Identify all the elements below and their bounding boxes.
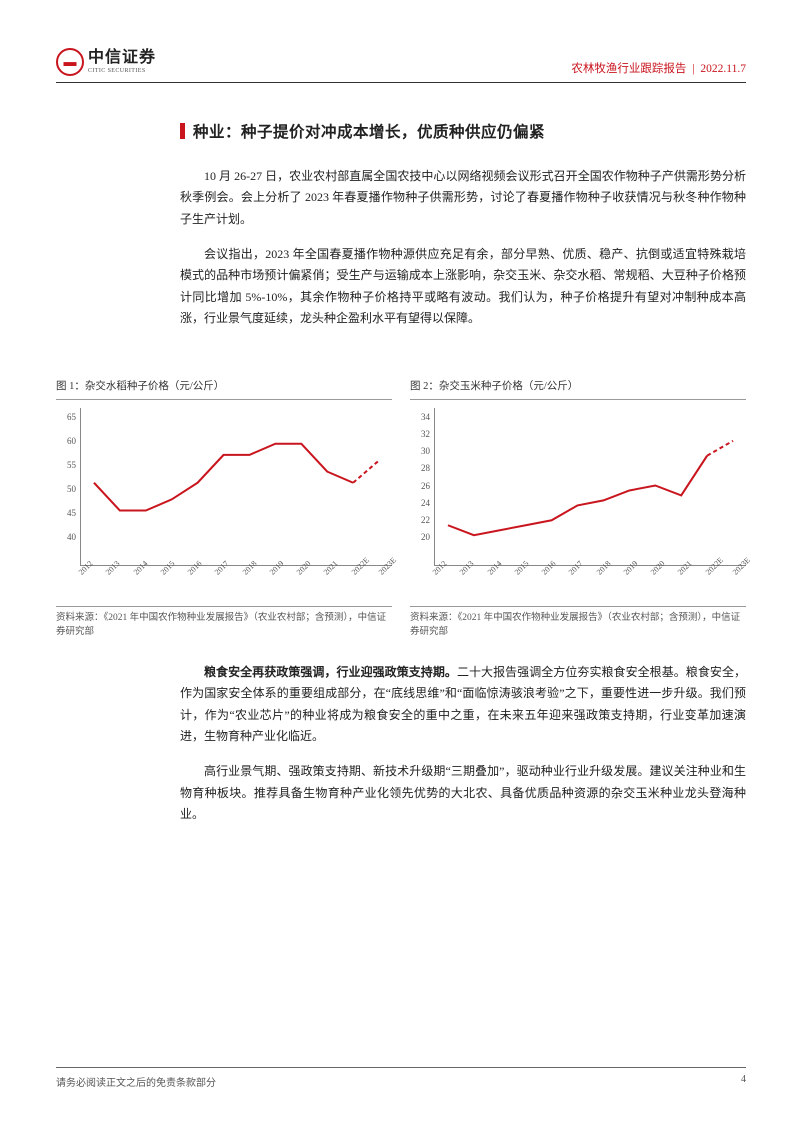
chart-2-plot — [434, 408, 746, 566]
content-upper: 种业：种子提价对冲成本增长，优质种供应仍偏紧 10 月 26-27 日，农业农村… — [180, 120, 746, 344]
header-meta: 农林牧渔行业跟踪报告 | 2022.11.7 — [571, 60, 746, 76]
chart-2-wrap: 3432302826242220 — [410, 408, 746, 566]
chart-1-source: 资料来源：《2021 年中国农作物种业发展报告》（农业农村部；含预测），中信证券… — [56, 606, 392, 640]
chart-1-rule — [56, 399, 392, 400]
company-name-en: CITIC SECURITIES — [88, 68, 156, 74]
chart-2-block: 图 2：杂交玉米种子价格（元/公斤） 3432302826242220 2012… — [410, 378, 746, 640]
paragraph-1: 10 月 26-27 日，农业农村部直属全国农技中心以网络视频会议形式召开全国农… — [180, 166, 746, 230]
chart-1-svg — [81, 408, 392, 565]
chart-2-yaxis: 3432302826242220 — [410, 408, 430, 566]
paragraph-2: 会议指出，2023 年全国春夏播作物种源供应充足有余，部分早熟、优质、稳产、抗倒… — [180, 244, 746, 329]
paragraph-3: 粮食安全再获政策强调，行业迎强政策支持期。二十大报告强调全方位夯实粮食安全根基。… — [180, 662, 746, 747]
page-header: ▬ 中信证券 CITIC SECURITIES 农林牧渔行业跟踪报告 | 202… — [56, 48, 746, 83]
report-date: 2022.11.7 — [700, 63, 746, 75]
company-logo-icon: ▬ — [56, 48, 84, 76]
chart-1-wrap: 656055504540 — [56, 408, 392, 566]
red-bar-icon — [180, 123, 185, 139]
company-name-cn: 中信证券 — [88, 50, 156, 67]
chart-2-rule — [410, 399, 746, 400]
logo-text: 中信证券 CITIC SECURITIES — [88, 50, 156, 74]
section-title-text: 种业：种子提价对冲成本增长，优质种供应仍偏紧 — [193, 120, 545, 142]
content-lower: 粮食安全再获政策强调，行业迎强政策支持期。二十大报告强调全方位夯实粮食安全根基。… — [180, 662, 746, 840]
report-type: 农林牧渔行业跟踪报告 — [571, 63, 686, 75]
charts-row: 图 1：杂交水稻种子价格（元/公斤） 656055504540 20122013… — [56, 378, 746, 640]
chart-1-xaxis: 2012201320142015201620172018201920202021… — [56, 569, 392, 578]
chart-1-plot — [80, 408, 392, 566]
chart-2-source: 资料来源：《2021 年中国农作物种业发展报告》（农业农村部；含预测），中信证券… — [410, 606, 746, 640]
page-footer: 请务必阅读正文之后的免责条款部分 4 — [56, 1067, 746, 1089]
chart-2-svg — [435, 408, 746, 565]
chart-1-yaxis: 656055504540 — [56, 408, 76, 566]
paragraph-3-lead: 粮食安全再获政策强调，行业迎强政策支持期。 — [204, 665, 457, 679]
paragraph-4: 高行业景气期、强政策支持期、新技术升级期“三期叠加”，驱动种业行业升级发展。建议… — [180, 761, 746, 825]
separator-icon: | — [692, 63, 694, 75]
logo-area: ▬ 中信证券 CITIC SECURITIES — [56, 48, 156, 76]
footer-disclaimer: 请务必阅读正文之后的免责条款部分 — [56, 1074, 216, 1089]
section-title: 种业：种子提价对冲成本增长，优质种供应仍偏紧 — [180, 120, 746, 142]
chart-1-block: 图 1：杂交水稻种子价格（元/公斤） 656055504540 20122013… — [56, 378, 392, 640]
footer-page-number: 4 — [741, 1074, 746, 1089]
chart-1-title: 图 1：杂交水稻种子价格（元/公斤） — [56, 378, 392, 393]
chart-2-title: 图 2：杂交玉米种子价格（元/公斤） — [410, 378, 746, 393]
chart-2-xaxis: 2012201320142015201620172018201920202021… — [410, 569, 746, 578]
